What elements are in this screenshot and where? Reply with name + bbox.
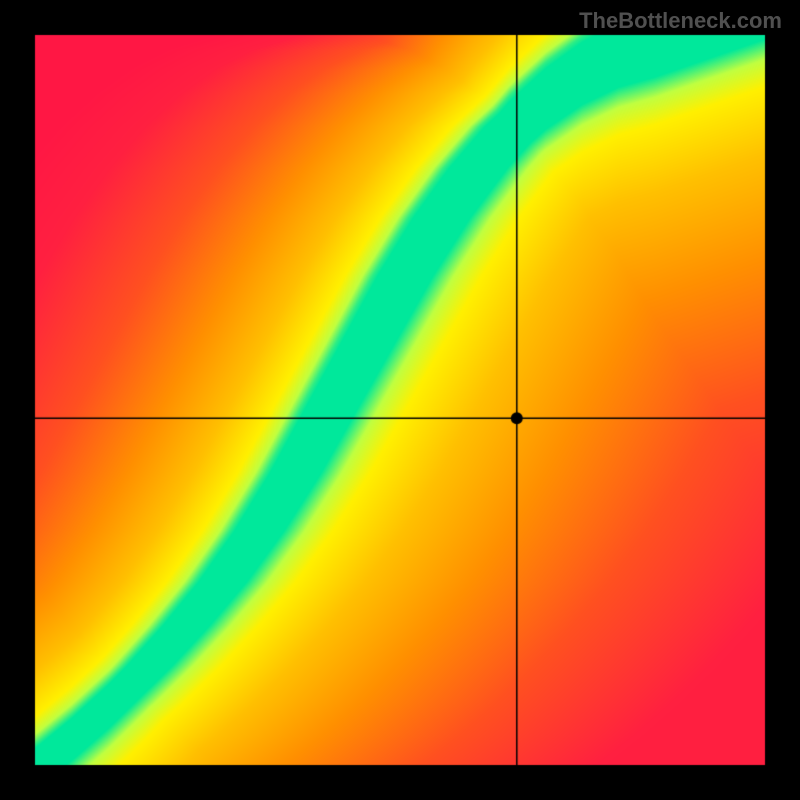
bottleneck-heatmap-chart bbox=[0, 0, 800, 800]
watermark-text: TheBottleneck.com bbox=[579, 8, 782, 34]
